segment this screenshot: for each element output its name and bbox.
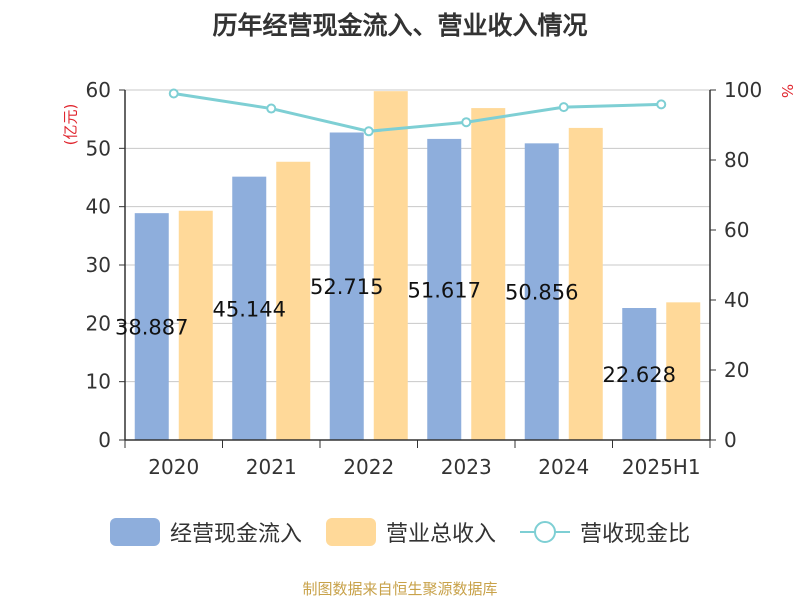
right-axis-tick-label: 80 xyxy=(724,148,749,172)
point-cash-ratio xyxy=(363,126,374,137)
point-cash-ratio xyxy=(656,99,667,110)
data-label-cash-inflow: 38.887 xyxy=(115,316,188,340)
data-label-cash-inflow: 50.856 xyxy=(505,281,578,305)
bar-revenue xyxy=(373,91,408,441)
right-axis-tick-label: 100 xyxy=(724,78,762,102)
legend-label-cash-ratio: 营收现金比 xyxy=(580,522,691,547)
bar-cash-inflow xyxy=(134,213,169,440)
chart-title: 历年经营现金流入、营业收入情况 xyxy=(212,11,588,40)
right-axis-tick-label: 0 xyxy=(724,428,737,452)
data-label-cash-inflow: 45.144 xyxy=(213,297,286,321)
legend-swatch-revenue xyxy=(325,518,376,546)
legend-item-cash-ratio[interactable]: 营收现金比 xyxy=(520,516,690,548)
x-axis-tick-label: 2024 xyxy=(538,455,589,479)
legend-item-revenue[interactable]: 营业总收入 xyxy=(325,516,496,548)
bar-revenue xyxy=(276,161,311,440)
x-axis-tick-label: 2022 xyxy=(343,455,394,479)
bar-revenue xyxy=(178,210,213,440)
chart-legend: 经营现金流入 营业总收入 营收现金比 xyxy=(0,516,800,548)
data-label-cash-inflow: 52.715 xyxy=(310,275,383,299)
x-axis-tick-label: 2023 xyxy=(441,455,492,479)
data-label-cash-inflow: 22.628 xyxy=(603,363,676,387)
bar-cash-inflow xyxy=(524,143,559,440)
left-axis-tick-label: 60 xyxy=(86,78,111,102)
legend-swatch-cash-ratio xyxy=(520,521,570,543)
bar-revenue xyxy=(666,302,701,440)
x-axis-tick-label: 2020 xyxy=(148,455,199,479)
legend-label-cash-inflow: 经营现金流入 xyxy=(169,522,302,547)
bar-cash-inflow xyxy=(427,138,462,441)
left-axis-tick-label: 10 xyxy=(86,370,111,394)
left-axis-tick-label: 50 xyxy=(86,136,111,160)
bar-cash-inflow xyxy=(329,132,364,440)
data-label-cash-inflow: 51.617 xyxy=(408,278,481,302)
bar-cash-inflow xyxy=(622,308,657,440)
left-axis-tick-label: 20 xyxy=(86,311,111,335)
legend-swatch-cash-inflow xyxy=(109,518,160,546)
left-axis-tick-label: 30 xyxy=(86,253,111,277)
left-axis-tick-label: 40 xyxy=(86,195,111,219)
legend-item-cash-inflow[interactable]: 经营现金流入 xyxy=(109,516,302,548)
point-cash-ratio xyxy=(461,117,472,128)
legend-label-revenue: 营业总收入 xyxy=(385,522,496,547)
right-axis-tick-label: 40 xyxy=(724,288,749,312)
x-axis-tick-label: 2025H1 xyxy=(622,455,701,479)
right-axis-tick-label: 20 xyxy=(724,358,749,382)
bar-revenue xyxy=(568,127,603,441)
x-axis-tick-label: 2021 xyxy=(246,455,297,479)
point-cash-ratio xyxy=(266,103,277,114)
bar-revenue xyxy=(471,108,506,440)
point-cash-ratio xyxy=(558,102,569,113)
line-cash-ratio xyxy=(173,92,662,133)
left-axis-tick-label: 0 xyxy=(98,428,111,452)
bar-cash-inflow xyxy=(232,176,267,440)
right-axis-tick-label: 60 xyxy=(724,218,749,242)
source-note: 制图数据来自恒生聚源数据库 xyxy=(302,580,498,598)
point-cash-ratio xyxy=(168,88,179,99)
